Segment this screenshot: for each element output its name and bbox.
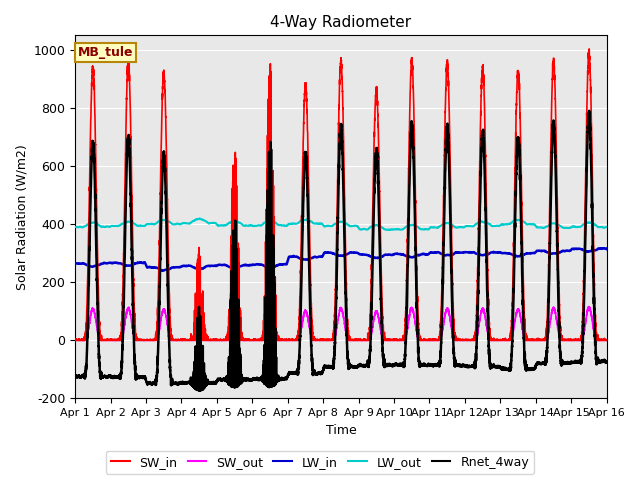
Title: 4-Way Radiometer: 4-Way Radiometer	[270, 15, 412, 30]
Legend: SW_in, SW_out, LW_in, LW_out, Rnet_4way: SW_in, SW_out, LW_in, LW_out, Rnet_4way	[106, 451, 534, 474]
Text: MB_tule: MB_tule	[78, 46, 133, 59]
X-axis label: Time: Time	[326, 424, 356, 437]
Y-axis label: Solar Radiation (W/m2): Solar Radiation (W/m2)	[15, 144, 28, 290]
